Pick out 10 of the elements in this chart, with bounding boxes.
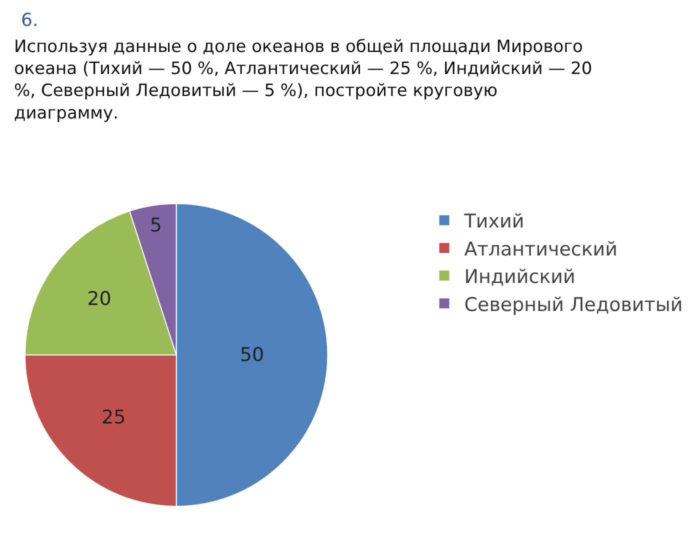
- data-label: 20: [87, 288, 112, 310]
- data-label: 5: [150, 214, 162, 237]
- legend-label: Северный Ледовитый: [464, 294, 683, 316]
- legend-label: Тихий: [463, 210, 524, 233]
- legend-label: Атлантический: [464, 238, 618, 260]
- legend-label: Индийский: [464, 266, 576, 288]
- data-label: 25: [102, 406, 126, 429]
- data-label: 50: [240, 344, 264, 366]
- chart-subtitle: Используя данные о доле океанов в общей площади Мирового океана (Тихий — 50 %, Атлантический — 25 %, Индийский — 20 %, Северный Ледовитый — 5 %), постройте круговую диаграмму.: [14, 37, 592, 124]
- chart-title: 6.: [21, 10, 38, 31]
